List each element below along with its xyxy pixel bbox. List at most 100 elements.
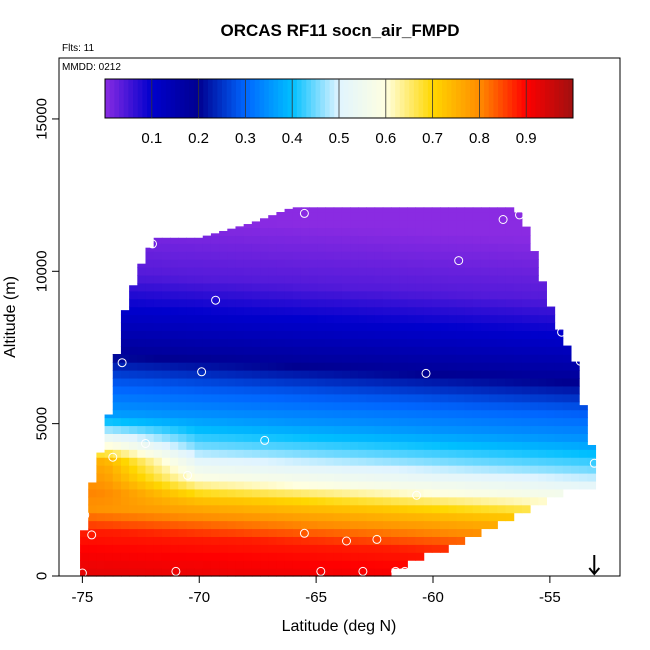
- heatmap-cell: [210, 480, 220, 490]
- heatmap-cell: [276, 425, 286, 434]
- heatmap-cell: [521, 251, 531, 260]
- heatmap-cell: [431, 385, 441, 395]
- heatmap-cell: [194, 488, 204, 498]
- heatmap-cell: [317, 401, 327, 411]
- heatmap-cell: [554, 457, 564, 466]
- heatmap-cell: [292, 267, 302, 276]
- heatmap-cell: [456, 227, 466, 236]
- heatmap-cell: [333, 207, 343, 213]
- heatmap-cell: [276, 314, 286, 324]
- heatmap-cell: [325, 362, 335, 371]
- heatmap-cell: [202, 251, 212, 260]
- heatmap-cell: [399, 465, 408, 474]
- heatmap-cell: [407, 488, 417, 498]
- heatmap-cell: [219, 560, 228, 569]
- heatmap-cell: [137, 560, 147, 569]
- heatmap-cell: [317, 219, 327, 229]
- heatmap-cell: [235, 496, 245, 506]
- heatmap-cell: [530, 488, 539, 498]
- heatmap-cell: [415, 354, 425, 363]
- heatmap-cell: [129, 322, 138, 331]
- heatmap-cell: [235, 227, 245, 236]
- heatmap-cell: [145, 512, 155, 522]
- heatmap-cell: [480, 520, 490, 530]
- heatmap-cell: [480, 385, 490, 395]
- heatmap-cell: [194, 385, 204, 395]
- heatmap-cell: [456, 377, 466, 387]
- heatmap-cell: [456, 274, 466, 284]
- colorbar-swatch: [207, 79, 214, 118]
- heatmap-cell: [202, 330, 212, 339]
- heatmap-cell: [120, 441, 130, 450]
- heatmap-cell: [399, 207, 408, 213]
- heatmap-cell: [382, 504, 392, 514]
- heatmap-cell: [170, 338, 179, 347]
- heatmap-cell: [243, 290, 253, 300]
- heatmap-cell: [415, 370, 425, 379]
- heatmap-cell: [431, 473, 441, 482]
- heatmap-cell: [489, 235, 498, 244]
- heatmap-cell: [186, 274, 196, 284]
- heatmap-cell: [219, 441, 228, 450]
- heatmap-cell: [186, 267, 196, 276]
- heatmap-cell: [374, 274, 384, 284]
- heatmap-cell: [251, 552, 261, 561]
- heatmap-cell: [292, 528, 302, 537]
- heatmap-cell: [268, 401, 277, 411]
- heatmap-cell: [538, 322, 547, 331]
- x-axis: -75 -70 -65 -60 -55: [72, 576, 561, 606]
- heatmap-cell: [440, 338, 449, 347]
- heatmap-cell: [415, 409, 425, 419]
- heatmap-cell: [284, 354, 294, 363]
- heatmap-cell: [88, 482, 97, 490]
- heatmap-cell: [341, 560, 351, 569]
- flight-point: [515, 210, 524, 220]
- heatmap-cell: [546, 409, 556, 419]
- heatmap-cell: [268, 282, 277, 292]
- heatmap-cell: [554, 441, 564, 450]
- heatmap-cell: [415, 251, 425, 260]
- heatmap-cell: [227, 267, 237, 276]
- heatmap-cell: [366, 512, 376, 522]
- heatmap-cell: [489, 298, 498, 308]
- heatmap-cell: [194, 568, 204, 577]
- heatmap-cell: [407, 433, 417, 442]
- heatmap-cell: [120, 330, 130, 339]
- heatmap-cell: [145, 528, 155, 537]
- heatmap-cell: [325, 409, 335, 419]
- heatmap-cell: [325, 377, 335, 387]
- heatmap-cell: [317, 377, 327, 387]
- colorbar-swatch: [236, 79, 242, 118]
- colorbar-swatch: [549, 79, 555, 118]
- heatmap-cell: [341, 298, 351, 308]
- heatmap-cell: [341, 417, 351, 427]
- heatmap-cell: [423, 290, 433, 300]
- heatmap-cell: [210, 552, 220, 561]
- heatmap-cell: [521, 488, 531, 498]
- heatmap-cell: [309, 528, 318, 537]
- heatmap-cell: [120, 346, 130, 355]
- heatmap-cell: [431, 235, 441, 244]
- heatmap-cell: [440, 314, 449, 324]
- heatmap-cell: [480, 282, 490, 292]
- colorbar-swatch: [226, 79, 232, 118]
- heatmap-cell: [227, 314, 237, 324]
- heatmap-cell: [309, 457, 318, 466]
- heatmap-cell: [251, 259, 261, 268]
- heatmap-cell: [112, 385, 122, 395]
- heatmap-cell: [153, 282, 163, 292]
- heatmap-cell: [333, 417, 343, 427]
- colorbar-swatch: [315, 79, 321, 118]
- heatmap-cell: [202, 370, 212, 379]
- heatmap-cell: [186, 314, 196, 324]
- heatmap-cell: [350, 385, 359, 395]
- heatmap-cell: [202, 457, 212, 466]
- heatmap-cell: [300, 544, 310, 553]
- heatmap-cell: [284, 393, 294, 403]
- heatmap-cell: [276, 449, 286, 458]
- heatmap-cell: [325, 457, 335, 466]
- heatmap-cell: [390, 314, 400, 324]
- heatmap-cell: [292, 290, 302, 300]
- heatmap-cell: [260, 235, 269, 244]
- heatmap-cell: [317, 362, 327, 371]
